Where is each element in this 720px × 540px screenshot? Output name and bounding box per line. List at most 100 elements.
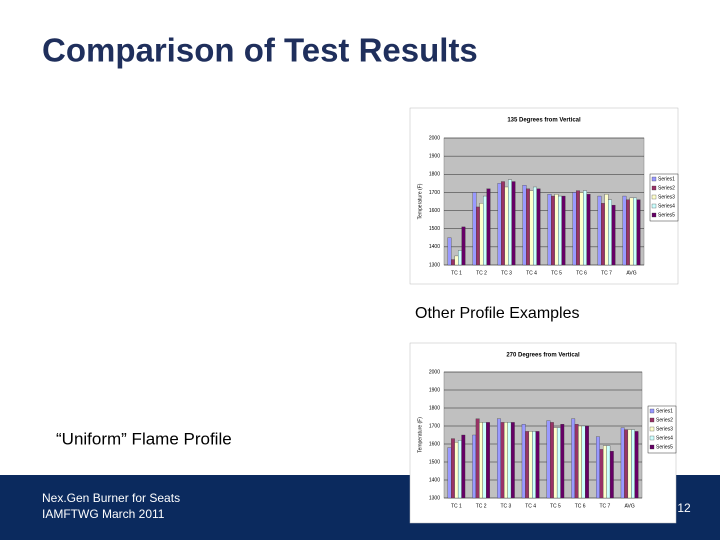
bar — [556, 427, 561, 499]
bar — [511, 181, 516, 266]
bar — [561, 195, 566, 266]
bar — [581, 425, 586, 499]
x-tick-label: AVG — [626, 270, 636, 276]
bar — [609, 451, 614, 499]
bar — [521, 424, 526, 499]
x-tick-label: TC 1 — [451, 503, 462, 509]
y-tick-label: 1400 — [429, 244, 440, 250]
legend-swatch — [649, 444, 655, 450]
x-tick-label: TC 4 — [525, 503, 536, 509]
bar — [596, 436, 600, 499]
x-tick-label: TC 3 — [501, 270, 512, 276]
profile-label: “Uniform” Flame Profile — [56, 429, 232, 448]
legend-label: Series5 — [656, 444, 673, 450]
bar — [636, 199, 641, 266]
bar — [547, 194, 552, 266]
bar — [458, 250, 462, 266]
bar — [529, 190, 534, 266]
y-tick-label: 1800 — [429, 172, 440, 178]
bar — [503, 422, 508, 499]
bar — [550, 422, 554, 499]
y-tick-label: 1700 — [429, 190, 440, 196]
bar — [479, 203, 484, 266]
legend-label: Series2 — [658, 185, 675, 191]
y-tick-label: 1600 — [429, 208, 440, 214]
bar — [451, 259, 455, 266]
bar — [611, 204, 616, 266]
bar — [601, 203, 605, 266]
bar — [532, 431, 536, 499]
legend-label: Series3 — [656, 426, 673, 432]
legend-label: Series1 — [656, 408, 673, 414]
bar — [457, 440, 462, 499]
bar — [461, 226, 466, 266]
bar — [546, 420, 551, 499]
bar — [560, 424, 565, 499]
bar — [604, 194, 609, 266]
bar — [602, 445, 607, 499]
bar — [482, 422, 487, 499]
bar — [525, 431, 530, 499]
legend-swatch — [649, 426, 655, 432]
bar — [451, 438, 455, 499]
x-tick-label: TC 3 — [500, 503, 511, 509]
legend-swatch — [651, 203, 657, 209]
legend-swatch — [649, 417, 655, 423]
bar — [583, 190, 587, 266]
bar — [574, 424, 579, 499]
bar — [620, 427, 625, 499]
bar — [475, 418, 480, 499]
bar — [528, 431, 533, 499]
bar — [486, 188, 491, 266]
bar — [504, 186, 509, 266]
legend-label: Series1 — [658, 176, 675, 182]
y-axis-label: Temperature (F) — [417, 417, 423, 453]
bar — [606, 445, 611, 499]
y-tick-label: 1400 — [429, 477, 440, 483]
chart-title: 270 Degrees from Vertical — [506, 353, 580, 359]
y-tick-label: 2000 — [429, 135, 440, 141]
y-tick-label: 1900 — [429, 153, 440, 159]
footer-text: IAMFTWG March 2011 — [42, 507, 165, 521]
bar — [536, 188, 541, 266]
bar — [526, 188, 530, 266]
legend-swatch — [651, 212, 657, 218]
legend-label: Series4 — [658, 203, 675, 209]
bar — [586, 194, 591, 266]
legend-swatch — [651, 194, 657, 200]
x-tick-label: TC 6 — [575, 503, 586, 509]
caption: Other Profile Examples — [415, 305, 580, 322]
bar — [472, 192, 477, 266]
bar — [554, 194, 559, 266]
legend-swatch — [649, 408, 655, 414]
bar — [572, 192, 577, 266]
x-tick-label: TC 2 — [476, 270, 487, 276]
legend-label: Series2 — [656, 417, 673, 423]
legend-swatch — [651, 185, 657, 191]
x-tick-label: TC 7 — [599, 503, 610, 509]
bar — [571, 418, 576, 499]
bar — [447, 447, 452, 499]
bar — [454, 255, 459, 266]
bar — [476, 206, 480, 266]
footer-text: Nex.Gen Burner for Seats — [42, 491, 180, 505]
bar — [634, 431, 639, 499]
bar — [497, 183, 502, 266]
bar — [479, 422, 484, 499]
bar — [447, 237, 452, 266]
x-tick-label: TC 5 — [550, 503, 561, 509]
bar — [535, 431, 540, 499]
bar — [500, 422, 505, 499]
y-tick-label: 1300 — [429, 495, 440, 501]
chart-title: 135 Degrees from Vertical — [507, 118, 581, 124]
bar — [633, 197, 637, 266]
bar — [483, 195, 487, 266]
bar — [472, 434, 477, 499]
bar — [461, 434, 466, 499]
slide-title: Comparison of Test Results — [42, 32, 478, 69]
x-tick-label: TC 6 — [576, 270, 587, 276]
y-tick-label: 1600 — [429, 441, 440, 447]
bar — [551, 195, 555, 266]
y-tick-label: 1700 — [429, 423, 440, 429]
